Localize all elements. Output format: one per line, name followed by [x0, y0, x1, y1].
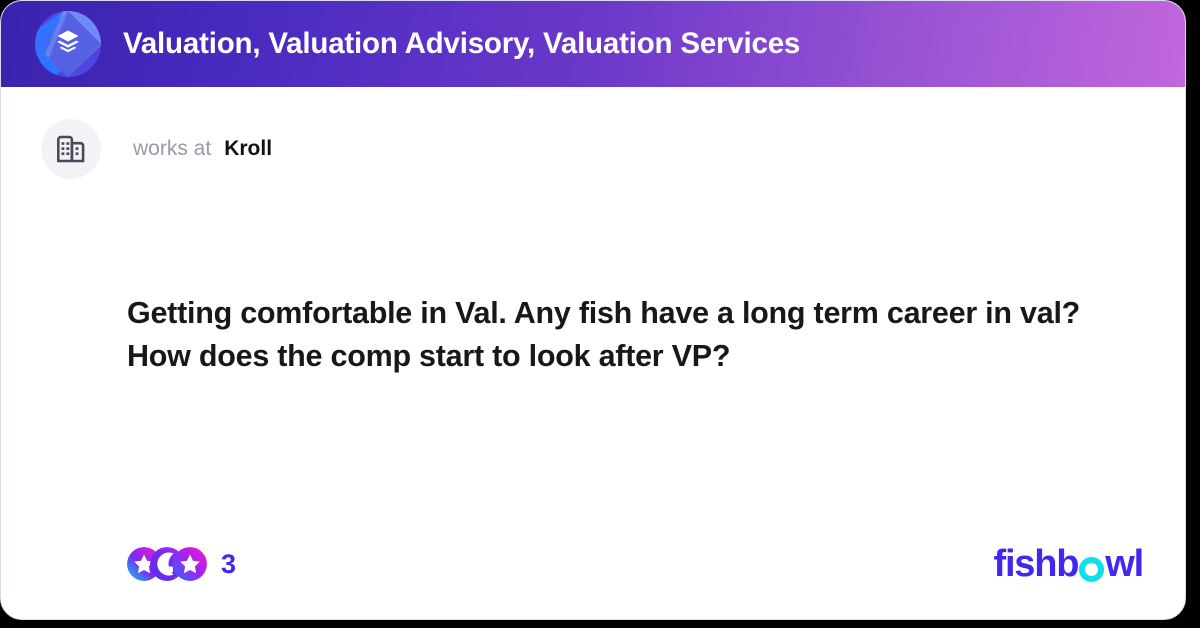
brand-o-ring-icon	[1079, 556, 1105, 582]
star-reaction-icon[interactable]	[173, 547, 207, 581]
building-icon	[41, 119, 101, 179]
card-footer: 3 fishb wl	[1, 537, 1185, 591]
works-at-label: works at	[133, 137, 212, 160]
post-card: Valuation, Valuation Advisory, Valuation…	[0, 0, 1186, 620]
fishbowl-logo: fishb wl	[993, 543, 1145, 585]
brand-text-after: wl	[1105, 543, 1144, 585]
reaction-count: 3	[221, 548, 237, 579]
reactions-group[interactable]: 3	[127, 547, 236, 581]
company-name: Kroll	[224, 137, 273, 160]
stacked-layers-icon	[35, 11, 101, 77]
brand-text-before: fishb	[993, 543, 1080, 585]
card-header: Valuation, Valuation Advisory, Valuation…	[1, 1, 1185, 87]
author-label: works at Kroll	[133, 137, 272, 161]
card-title: Valuation, Valuation Advisory, Valuation…	[123, 27, 801, 60]
post-body-text: Getting comfortable in Val. Any fish hav…	[127, 296, 1081, 373]
author-row: works at Kroll	[41, 119, 272, 179]
reaction-icon-stack[interactable]	[127, 547, 207, 581]
card-body: works at Kroll Getting comfortable in Va…	[1, 87, 1185, 619]
